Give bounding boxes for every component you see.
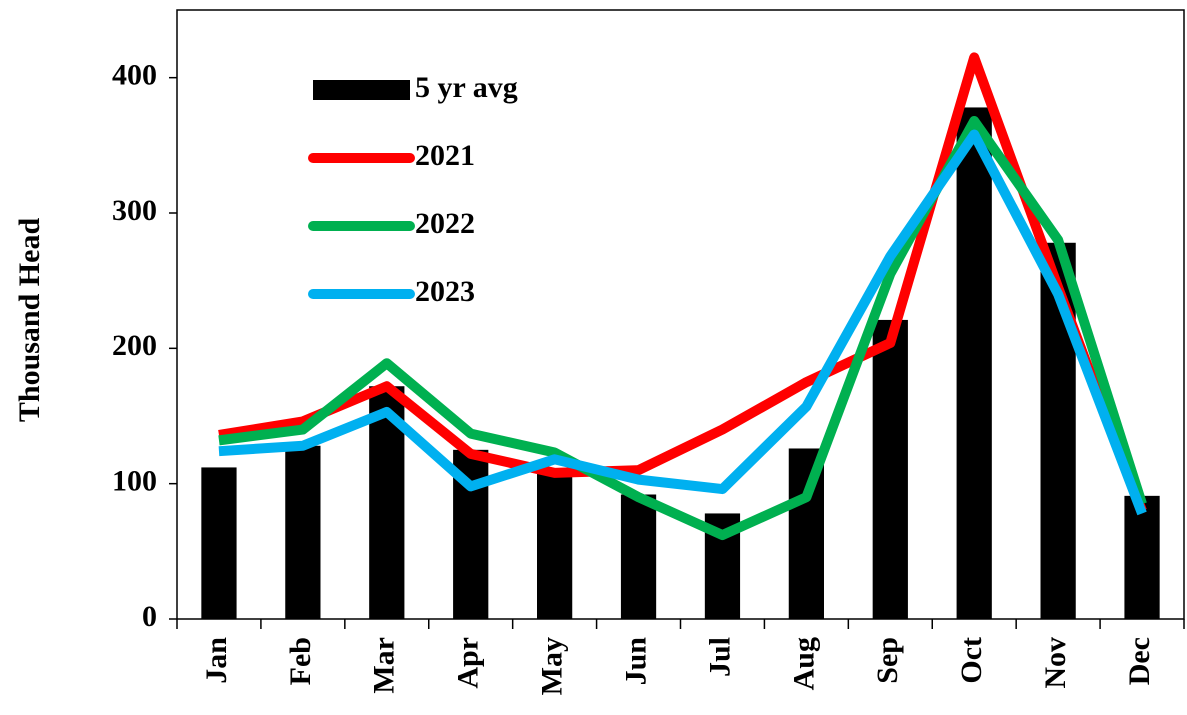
x-tick-label: Oct xyxy=(955,637,988,684)
x-tick-label: Jan xyxy=(200,637,233,684)
x-tick-label: Jun xyxy=(619,637,652,686)
bar xyxy=(285,445,321,619)
bar xyxy=(201,467,237,619)
y-tick-label: 400 xyxy=(112,59,157,92)
bar xyxy=(1124,495,1160,619)
legend-swatch xyxy=(313,80,410,100)
x-tick-label: Apr xyxy=(452,637,485,689)
legend-label: 5 yr avg xyxy=(415,71,518,104)
x-tick-label: Nov xyxy=(1039,637,1072,689)
x-tick-label: Jul xyxy=(703,637,736,677)
bar xyxy=(956,107,992,619)
x-tick-label: Dec xyxy=(1123,637,1156,685)
bar xyxy=(872,319,908,619)
legend-label: 2022 xyxy=(415,207,475,240)
y-tick-label: 100 xyxy=(112,465,157,498)
x-tick-label: Aug xyxy=(787,637,820,690)
y-tick-label: 0 xyxy=(142,600,157,633)
x-tick-label: May xyxy=(536,637,569,695)
y-axis-label: Thousand Head xyxy=(13,218,46,423)
x-tick-label: Mar xyxy=(368,637,401,694)
x-tick-label: Feb xyxy=(284,637,317,685)
legend-label: 2023 xyxy=(415,275,475,308)
x-tick-label: Sep xyxy=(871,637,904,684)
line xyxy=(218,52,1147,513)
legend-label: 2021 xyxy=(415,139,475,172)
y-tick-label: 200 xyxy=(112,329,157,362)
plot-frame xyxy=(176,9,1185,620)
line xyxy=(218,115,1147,541)
y-tick-label: 300 xyxy=(112,194,157,227)
bar xyxy=(537,470,573,619)
line xyxy=(218,129,1147,516)
bar xyxy=(620,494,657,619)
